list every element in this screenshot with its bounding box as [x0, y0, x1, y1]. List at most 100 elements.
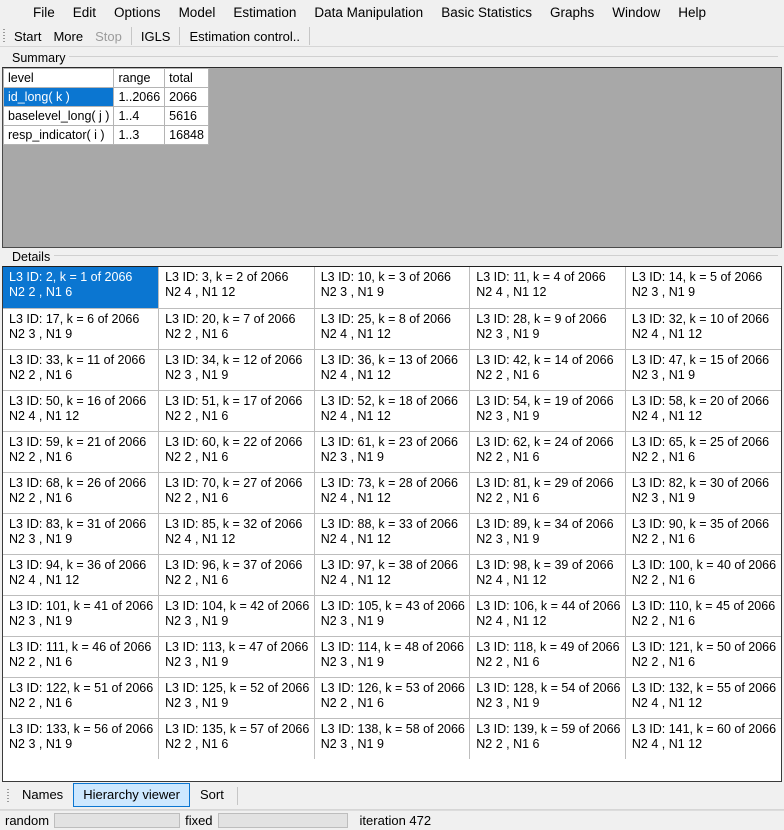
hierarchy-unit-cell[interactable]: L3 ID: 90, k = 35 of 2066 N2 2 , N1 6	[625, 513, 781, 555]
hierarchy-unit-cell[interactable]: L3 ID: 125, k = 52 of 2066 N2 3 , N1 9	[158, 677, 315, 719]
hierarchy-unit-cell[interactable]: L3 ID: 32, k = 10 of 2066 N2 4 , N1 12	[625, 308, 781, 350]
toolbar-grip-handle[interactable]	[0, 25, 8, 47]
tabbar-grip-handle[interactable]	[4, 786, 12, 806]
hierarchy-unit-cell[interactable]: L3 ID: 138, k = 58 of 2066 N2 3 , N1 9	[314, 718, 471, 759]
hierarchy-unit-cell[interactable]: L3 ID: 110, k = 45 of 2066 N2 2 , N1 6	[625, 595, 781, 637]
hierarchy-unit-cell[interactable]: L3 ID: 89, k = 34 of 2066 N2 3 , N1 9	[469, 513, 626, 555]
hierarchy-unit-cell[interactable]: L3 ID: 42, k = 14 of 2066 N2 2 , N1 6	[469, 349, 626, 391]
summary-row-baselevel-long[interactable]: baselevel_long( j ) 1..4 5616	[3, 106, 209, 126]
unit-counts-line: N2 2 , N1 6	[9, 449, 73, 464]
hierarchy-unit-cell[interactable]: L3 ID: 132, k = 55 of 2066 N2 4 , N1 12	[625, 677, 781, 719]
hierarchy-unit-cell[interactable]: L3 ID: 59, k = 21 of 2066 N2 2 , N1 6	[3, 431, 160, 473]
hierarchy-unit-cell[interactable]: L3 ID: 105, k = 43 of 2066 N2 3 , N1 9	[314, 595, 471, 637]
summary-row-resp-indicator[interactable]: resp_indicator( i ) 1..3 16848	[3, 125, 209, 145]
hierarchy-unit-cell[interactable]: L3 ID: 135, k = 57 of 2066 N2 2 , N1 6	[158, 718, 315, 759]
details-groupbox-header: Details	[4, 248, 780, 266]
hierarchy-unit-cell[interactable]: L3 ID: 97, k = 38 of 2066 N2 4 , N1 12	[314, 554, 471, 596]
hierarchy-unit-cell[interactable]: L3 ID: 60, k = 22 of 2066 N2 2 , N1 6	[158, 431, 315, 473]
hierarchy-unit-cell[interactable]: L3 ID: 58, k = 20 of 2066 N2 4 , N1 12	[625, 390, 781, 432]
hierarchy-unit-cell[interactable]: L3 ID: 121, k = 50 of 2066 N2 2 , N1 6	[625, 636, 781, 678]
hierarchy-unit-cell[interactable]: L3 ID: 28, k = 9 of 2066 N2 3 , N1 9	[469, 308, 626, 350]
hierarchy-unit-cell[interactable]: L3 ID: 65, k = 25 of 2066 N2 2 , N1 6	[625, 431, 781, 473]
estimation-control-button[interactable]: Estimation control..	[189, 28, 301, 44]
hierarchy-unit-cell[interactable]: L3 ID: 139, k = 59 of 2066 N2 2 , N1 6	[469, 718, 626, 759]
tab-hierarchy-viewer[interactable]: Hierarchy viewer	[73, 783, 190, 807]
start-button[interactable]: Start	[14, 28, 42, 44]
hierarchy-unit-cell[interactable]: L3 ID: 33, k = 11 of 2066 N2 2 , N1 6	[3, 349, 160, 391]
hierarchy-unit-cell[interactable]: L3 ID: 54, k = 19 of 2066 N2 3 , N1 9	[469, 390, 626, 432]
hierarchy-unit-cell[interactable]: L3 ID: 20, k = 7 of 2066 N2 2 , N1 6	[158, 308, 315, 350]
summary-cell-total[interactable]: 5616	[164, 106, 209, 126]
menu-item-help[interactable]: Help	[678, 5, 707, 20]
summary-cell-total[interactable]: 2066	[164, 87, 209, 107]
hierarchy-unit-cell[interactable]: L3 ID: 36, k = 13 of 2066 N2 4 , N1 12	[314, 349, 471, 391]
summary-col-header-total[interactable]: total	[164, 68, 209, 88]
hierarchy-unit-cell[interactable]: L3 ID: 61, k = 23 of 2066 N2 3 , N1 9	[314, 431, 471, 473]
tab-sort[interactable]: Sort	[200, 787, 224, 802]
summary-cell-level[interactable]: resp_indicator( i )	[3, 125, 115, 145]
summary-col-header-level[interactable]: level	[3, 68, 115, 88]
summary-row-id-long[interactable]: id_long( k ) 1..2066 2066	[3, 87, 209, 107]
summary-cell-level[interactable]: id_long( k )	[3, 87, 115, 107]
tab-names[interactable]: Names	[22, 787, 64, 802]
hierarchy-unit-cell[interactable]: L3 ID: 118, k = 49 of 2066 N2 2 , N1 6	[469, 636, 626, 678]
hierarchy-unit-cell[interactable]: L3 ID: 88, k = 33 of 2066 N2 4 , N1 12	[314, 513, 471, 555]
menu-item-window[interactable]: Window	[612, 5, 661, 20]
menu-item-graphs[interactable]: Graphs	[549, 5, 595, 20]
hierarchy-unit-cell[interactable]: L3 ID: 52, k = 18 of 2066 N2 4 , N1 12	[314, 390, 471, 432]
hierarchy-unit-cell[interactable]: L3 ID: 94, k = 36 of 2066 N2 4 , N1 12	[3, 554, 160, 596]
menu-item-basic-statistics[interactable]: Basic Statistics	[441, 5, 532, 20]
hierarchy-unit-cell[interactable]: L3 ID: 10, k = 3 of 2066 N2 3 , N1 9	[314, 267, 471, 309]
menu-item-file[interactable]: File	[33, 5, 55, 20]
hierarchy-unit-cell[interactable]: L3 ID: 126, k = 53 of 2066 N2 2 , N1 6	[314, 677, 471, 719]
hierarchy-unit-cell[interactable]: L3 ID: 96, k = 37 of 2066 N2 2 , N1 6	[158, 554, 315, 596]
hierarchy-unit-cell[interactable]: L3 ID: 114, k = 48 of 2066 N2 3 , N1 9	[314, 636, 471, 678]
unit-counts-line: N2 3 , N1 9	[320, 449, 384, 464]
hierarchy-unit-cell[interactable]: L3 ID: 50, k = 16 of 2066 N2 4 , N1 12	[3, 390, 160, 432]
hierarchy-unit-cell[interactable]: L3 ID: 98, k = 39 of 2066 N2 4 , N1 12	[469, 554, 626, 596]
hierarchy-unit-cell[interactable]: L3 ID: 101, k = 41 of 2066 N2 3 , N1 9	[3, 595, 160, 637]
menu-item-model[interactable]: Model	[178, 5, 216, 20]
menu-item-edit[interactable]: Edit	[72, 5, 97, 20]
hierarchy-unit-cell[interactable]: L3 ID: 141, k = 60 of 2066 N2 4 , N1 12	[625, 718, 781, 759]
hierarchy-unit-cell[interactable]: L3 ID: 11, k = 4 of 2066 N2 4 , N1 12	[469, 267, 626, 309]
menu-item-data-manipulation[interactable]: Data Manipulation	[314, 5, 424, 20]
summary-cell-range[interactable]: 1..3	[113, 125, 166, 145]
hierarchy-unit-cell[interactable]: L3 ID: 70, k = 27 of 2066 N2 2 , N1 6	[158, 472, 315, 514]
summary-cell-total[interactable]: 16848	[164, 125, 209, 145]
unit-identifier-line: L3 ID: 139, k = 59 of 2066	[476, 721, 621, 736]
hierarchy-unit-cell[interactable]: L3 ID: 14, k = 5 of 2066 N2 3 , N1 9	[625, 267, 781, 309]
summary-cell-range[interactable]: 1..4	[113, 106, 166, 126]
hierarchy-unit-cell[interactable]: L3 ID: 111, k = 46 of 2066 N2 2 , N1 6	[3, 636, 160, 678]
hierarchy-unit-cell[interactable]: L3 ID: 25, k = 8 of 2066 N2 4 , N1 12	[314, 308, 471, 350]
summary-cell-level[interactable]: baselevel_long( j )	[3, 106, 115, 126]
hierarchy-unit-cell[interactable]: L3 ID: 85, k = 32 of 2066 N2 4 , N1 12	[158, 513, 315, 555]
hierarchy-unit-cell[interactable]: L3 ID: 17, k = 6 of 2066 N2 3 , N1 9	[3, 308, 160, 350]
hierarchy-unit-cell[interactable]: L3 ID: 104, k = 42 of 2066 N2 3 , N1 9	[158, 595, 315, 637]
summary-col-header-range[interactable]: range	[113, 68, 166, 88]
menu-item-estimation[interactable]: Estimation	[233, 5, 297, 20]
hierarchy-unit-cell[interactable]: L3 ID: 47, k = 15 of 2066 N2 3 , N1 9	[625, 349, 781, 391]
summary-cell-range[interactable]: 1..2066	[113, 87, 166, 107]
hierarchy-unit-cell[interactable]: L3 ID: 100, k = 40 of 2066 N2 2 , N1 6	[625, 554, 781, 596]
hierarchy-unit-cell[interactable]: L3 ID: 2, k = 1 of 2066 N2 2 , N1 6	[3, 267, 160, 309]
hierarchy-unit-cell[interactable]: L3 ID: 68, k = 26 of 2066 N2 2 , N1 6	[3, 472, 160, 514]
hierarchy-unit-cell[interactable]: L3 ID: 113, k = 47 of 2066 N2 3 , N1 9	[158, 636, 315, 678]
hierarchy-viewer-grid-container[interactable]: L3 ID: 2, k = 1 of 2066 N2 2 , N1 6 L3 ID:…	[2, 266, 782, 782]
hierarchy-unit-cell[interactable]: L3 ID: 83, k = 31 of 2066 N2 3 , N1 9	[3, 513, 160, 555]
hierarchy-unit-cell[interactable]: L3 ID: 122, k = 51 of 2066 N2 2 , N1 6	[3, 677, 160, 719]
hierarchy-unit-cell[interactable]: L3 ID: 82, k = 30 of 2066 N2 3 , N1 9	[625, 472, 781, 514]
hierarchy-unit-cell[interactable]: L3 ID: 133, k = 56 of 2066 N2 3 , N1 9	[3, 718, 160, 759]
unit-identifier-line: L3 ID: 141, k = 60 of 2066	[631, 721, 777, 736]
hierarchy-unit-cell[interactable]: L3 ID: 51, k = 17 of 2066 N2 2 , N1 6	[158, 390, 315, 432]
hierarchy-unit-cell[interactable]: L3 ID: 34, k = 12 of 2066 N2 3 , N1 9	[158, 349, 315, 391]
hierarchy-unit-cell[interactable]: L3 ID: 81, k = 29 of 2066 N2 2 , N1 6	[469, 472, 626, 514]
hierarchy-unit-cell[interactable]: L3 ID: 73, k = 28 of 2066 N2 4 , N1 12	[314, 472, 471, 514]
hierarchy-unit-cell[interactable]: L3 ID: 128, k = 54 of 2066 N2 3 , N1 9	[469, 677, 626, 719]
more-button[interactable]: More	[53, 28, 84, 44]
hierarchy-unit-cell[interactable]: L3 ID: 106, k = 44 of 2066 N2 4 , N1 12	[469, 595, 626, 637]
igls-button[interactable]: IGLS	[140, 28, 171, 44]
menu-item-options[interactable]: Options	[114, 5, 161, 20]
hierarchy-unit-cell[interactable]: L3 ID: 62, k = 24 of 2066 N2 2 , N1 6	[469, 431, 626, 473]
hierarchy-unit-cell[interactable]: L3 ID: 3, k = 2 of 2066 N2 4 , N1 12	[158, 267, 315, 309]
